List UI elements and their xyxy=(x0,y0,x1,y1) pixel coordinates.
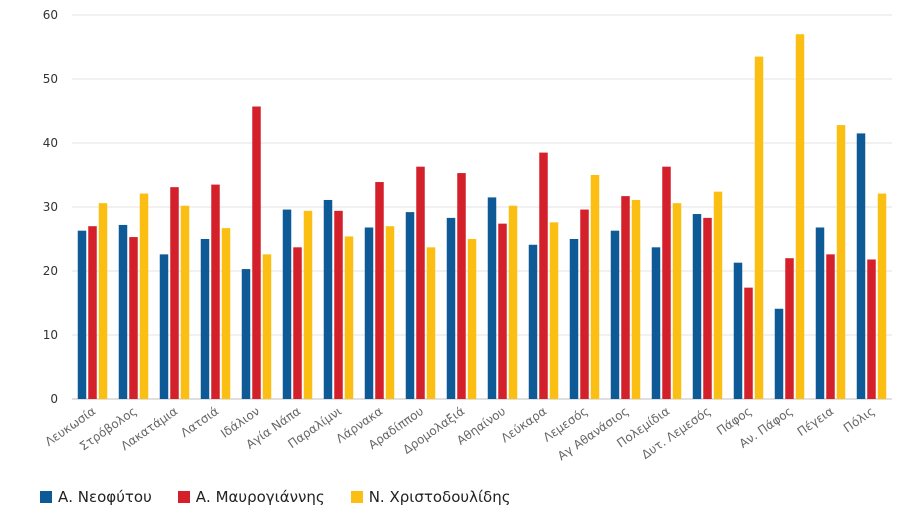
bar xyxy=(139,193,149,399)
bar xyxy=(416,166,425,399)
bar xyxy=(744,287,753,399)
bar xyxy=(364,227,374,399)
bar xyxy=(498,223,507,399)
y-tick-label: 0 xyxy=(50,392,58,406)
bar xyxy=(754,56,764,399)
x-tick-label: Πόλις xyxy=(841,404,877,435)
bar xyxy=(221,228,231,399)
legend: Α. Νεοφύτου Α. Μαυρογιάννης Ν. Χριστοδου… xyxy=(40,488,511,506)
bar xyxy=(385,226,395,399)
bar xyxy=(303,210,313,399)
bar xyxy=(672,203,682,399)
bar xyxy=(508,205,518,399)
bar xyxy=(713,191,723,399)
y-tick-label: 60 xyxy=(43,8,58,22)
legend-swatch-christodoulidis xyxy=(350,491,363,503)
bar xyxy=(836,125,846,399)
legend-label-neofytou: Α. Νεοφύτου xyxy=(58,488,152,506)
y-tick-label: 50 xyxy=(43,72,58,86)
bar xyxy=(282,209,292,399)
bar xyxy=(528,244,538,399)
bar xyxy=(549,222,559,399)
bar xyxy=(580,209,589,399)
y-tick-label: 40 xyxy=(43,136,58,150)
bar xyxy=(651,247,661,399)
bar xyxy=(539,152,548,399)
bar xyxy=(334,210,343,399)
bar xyxy=(631,199,641,399)
bar xyxy=(159,254,169,399)
bar xyxy=(118,224,128,399)
bar xyxy=(692,214,702,399)
x-tick-label: Πέγεια xyxy=(795,404,837,439)
bar xyxy=(375,182,384,399)
bar xyxy=(815,227,825,399)
bar xyxy=(867,259,876,399)
bar xyxy=(241,269,251,399)
bar xyxy=(426,247,436,399)
bar xyxy=(211,184,220,399)
bar xyxy=(252,106,261,400)
bar xyxy=(877,193,887,399)
legend-swatch-mavrogiannis xyxy=(177,491,190,503)
y-tick-label: 30 xyxy=(43,200,58,214)
bar xyxy=(170,187,179,399)
legend-label-christodoulidis: Ν. Χριστοδουλίδης xyxy=(368,488,511,506)
bar xyxy=(446,217,456,399)
bar xyxy=(467,239,477,399)
bar xyxy=(323,199,333,399)
bar xyxy=(785,258,794,399)
bar xyxy=(77,230,87,399)
bar xyxy=(662,166,671,399)
bar xyxy=(129,237,138,399)
bar xyxy=(856,133,866,399)
y-tick-label: 20 xyxy=(43,264,58,278)
x-tick-label: Αγ Αθανάσιος xyxy=(555,404,631,463)
legend-swatch-neofytou xyxy=(40,491,52,503)
y-tick-label: 10 xyxy=(43,328,58,342)
bar xyxy=(262,254,272,399)
x-tick-label: Λεύκαρα xyxy=(498,404,549,445)
bar xyxy=(774,308,784,399)
bar xyxy=(590,175,600,399)
bar xyxy=(487,197,497,399)
legend-item-christodoulidis: Ν. Χριστοδουλίδης xyxy=(350,488,511,506)
bar xyxy=(200,239,210,399)
bar xyxy=(795,34,805,399)
bar xyxy=(569,239,579,399)
bar xyxy=(88,226,97,399)
x-tick-label: Λατσιά xyxy=(178,404,221,440)
bar xyxy=(457,173,466,399)
bar xyxy=(703,217,712,399)
bar xyxy=(621,196,630,399)
bar xyxy=(405,212,415,399)
bar xyxy=(293,247,302,399)
bar xyxy=(610,230,620,399)
legend-label-mavrogiannis: Α. Μαυρογιάννης xyxy=(195,488,325,506)
bar xyxy=(344,236,354,399)
bar xyxy=(98,203,108,399)
bar xyxy=(733,262,743,399)
legend-item-neofytou: Α. Νεοφύτου xyxy=(40,488,152,506)
bar xyxy=(826,254,835,399)
bar xyxy=(180,205,190,399)
legend-item-mavrogiannis: Α. Μαυρογιάννης xyxy=(177,488,325,506)
